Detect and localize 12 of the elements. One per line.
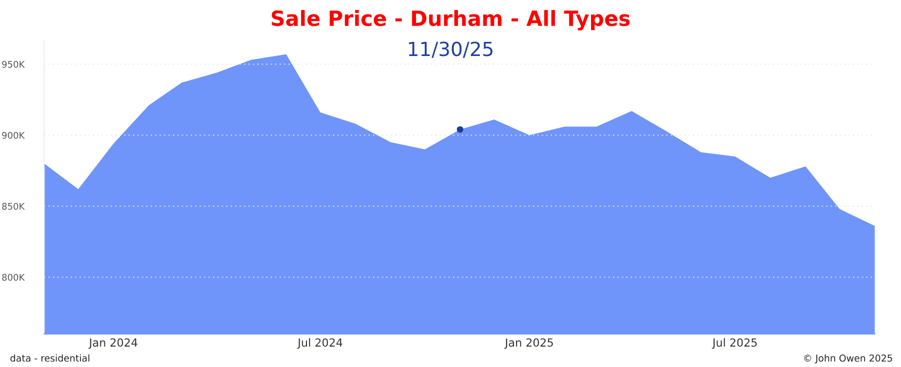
y-tick-label: 800K [2, 274, 25, 281]
y-tick-label: 900K [2, 132, 25, 139]
chart-subtitle: 11/30/25 [408, 42, 492, 58]
x-tick-label: Jul 2024 [297, 338, 342, 349]
chart-title: Sale Price - Durham - All Types [272, 10, 630, 30]
x-tick-label: Jan 2024 [88, 338, 138, 349]
x-tick-label: Jul 2025 [712, 338, 757, 349]
y-tick-label: 850K [2, 202, 25, 210]
text: © John Owen 2025 [804, 354, 892, 364]
text: data - residential [10, 354, 90, 362]
y-tick-label: 950K [2, 60, 25, 68]
x-tick-label: Jan 2025 [504, 338, 553, 349]
